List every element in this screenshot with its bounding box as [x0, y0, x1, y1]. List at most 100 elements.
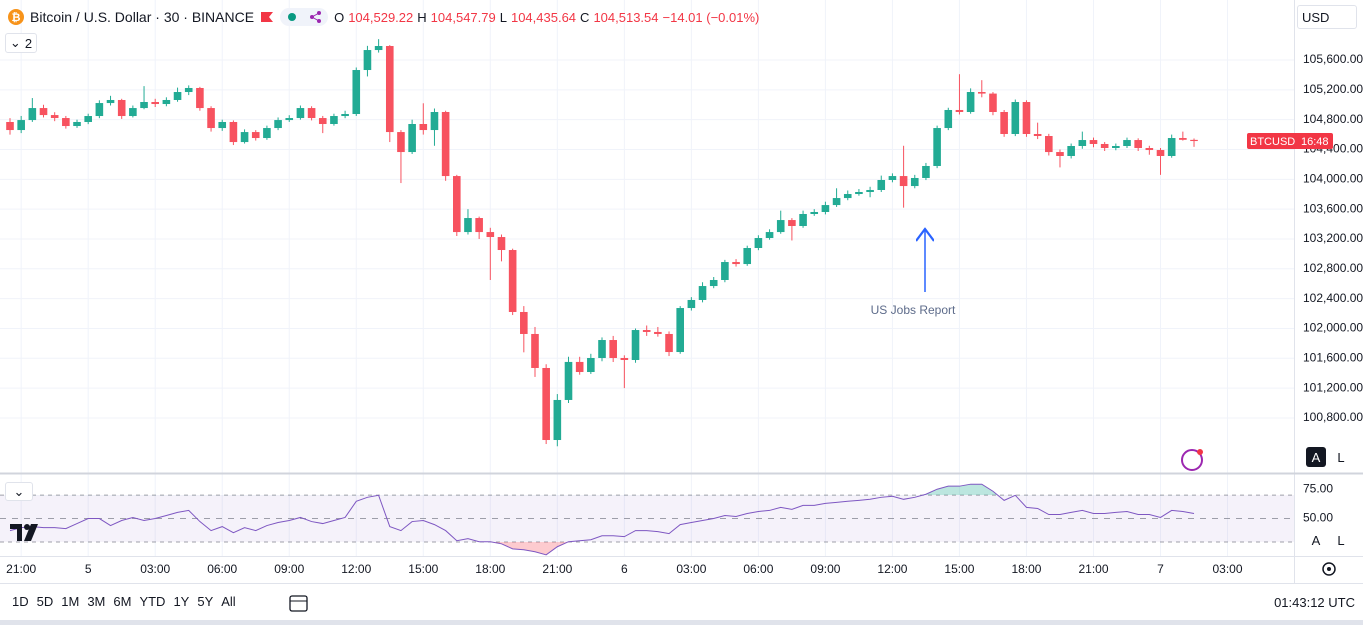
candle-body — [989, 93, 997, 112]
currency-button[interactable]: USD — [1297, 5, 1357, 29]
x-tick-label: 12:00 — [877, 562, 907, 576]
candle-body — [1112, 145, 1120, 149]
timeframe-button[interactable]: 5Y — [197, 594, 214, 609]
candle-body — [821, 205, 830, 212]
calendar-icon[interactable] — [289, 595, 308, 612]
candle-body — [1000, 111, 1008, 134]
candle-body — [95, 103, 104, 117]
ohlc-value: 104,547.79 — [430, 9, 496, 25]
symbol-title[interactable]: Bitcoin / U.S. Dollar · 30 · BINANCE — [30, 9, 255, 25]
candle-body — [341, 114, 349, 117]
candle-body — [1167, 138, 1176, 156]
log-scale-button[interactable]: L — [1337, 532, 1345, 548]
candle-body — [877, 180, 886, 190]
candle-body — [709, 279, 718, 287]
candle-body — [832, 198, 841, 206]
x-tick-label: 5 — [85, 562, 92, 576]
y-tick-label: 102,400.00 — [1303, 291, 1363, 305]
candle-body — [62, 118, 70, 127]
candle-body — [50, 115, 59, 119]
candle-body — [117, 99, 126, 117]
candle-body — [743, 248, 752, 265]
ohlc-label: C — [580, 9, 590, 25]
timeframe-button[interactable]: 1M — [61, 594, 80, 609]
candle-body — [508, 250, 517, 312]
candle-body — [1078, 140, 1087, 146]
x-tick-label: 15:00 — [944, 562, 974, 576]
change-value: −14.01 (−0.01%) — [662, 9, 760, 25]
candle-body — [698, 286, 707, 300]
x-tick-label: 09:00 — [810, 562, 840, 576]
y-tick-label: 103,200.00 — [1303, 231, 1363, 245]
candle-body — [1145, 148, 1154, 151]
timeframe-button[interactable]: 5D — [36, 594, 54, 609]
x-tick-label: 12:00 — [341, 562, 371, 576]
candle-body — [408, 124, 416, 153]
status-pill[interactable] — [280, 8, 329, 26]
x-tick-label: 21:00 — [542, 562, 572, 576]
settings-icon[interactable] — [1322, 562, 1336, 576]
candle-body — [788, 220, 796, 227]
ohlc-label: H — [417, 9, 427, 25]
candle-body — [486, 232, 495, 238]
candle-body — [631, 330, 640, 361]
annotation-text: US Jobs Report — [871, 303, 956, 317]
candle-body — [654, 331, 662, 334]
candle-body — [955, 109, 964, 112]
y-tick-label: 103,600.00 — [1303, 201, 1363, 215]
candle-body — [207, 108, 215, 129]
candle-body — [843, 194, 852, 199]
candle-body — [776, 220, 785, 233]
candle-body — [274, 120, 282, 129]
magic-icon[interactable] — [1181, 449, 1203, 471]
ohlc-value: 104,435.64 — [510, 9, 577, 25]
candle-body — [609, 340, 617, 358]
rsi-tick-label: 50.00 — [1303, 511, 1333, 525]
x-tick-label: 21:00 — [6, 562, 36, 576]
timeframe-button[interactable]: 6M — [113, 594, 132, 609]
timeframe-bar: 1D 5D 1M 3M 6M YTD 1Y 5Y All — [8, 592, 240, 611]
candle-layer — [6, 39, 1198, 447]
timeframe-button[interactable]: 3M — [87, 594, 106, 609]
candle-body — [397, 132, 405, 153]
x-tick-label: 03:00 — [140, 562, 170, 576]
candle-body — [140, 102, 148, 109]
candle-body — [966, 92, 975, 112]
share-icon — [309, 11, 321, 23]
auto-scale-button[interactable]: A — [1311, 532, 1321, 548]
candle-body — [564, 361, 573, 400]
candle-body — [374, 46, 383, 51]
x-tick-label: 7 — [1157, 562, 1164, 576]
candle-body — [453, 176, 461, 233]
timeframe-button[interactable]: All — [221, 594, 236, 609]
ohlc-values: O 104,529.22 H 104,547.79 L 104,435.64 C 104… — [334, 10, 759, 25]
timeframe-button[interactable]: YTD — [139, 594, 166, 609]
candle-body — [84, 116, 92, 122]
timeframe-button[interactable]: 1Y — [173, 594, 190, 609]
ohlc-value: 104,529.22 — [348, 9, 414, 25]
candle-body — [1022, 102, 1031, 134]
indicator-toggle[interactable]: ⌄ 2 — [5, 33, 37, 53]
candle-body — [721, 262, 729, 280]
candle-body — [1067, 145, 1075, 156]
candle-body — [285, 118, 294, 121]
rsi-collapse[interactable]: ⌄ — [5, 482, 33, 501]
y-tick-label: 105,200.00 — [1303, 82, 1363, 96]
candle-body — [1056, 152, 1064, 156]
candle-body — [151, 102, 160, 105]
auto-scale-button[interactable]: A — [1306, 447, 1326, 467]
log-scale-button[interactable]: L — [1337, 449, 1345, 465]
candle-body — [587, 357, 595, 373]
candle-body — [1190, 139, 1198, 142]
flag-icon[interactable] — [260, 11, 274, 23]
ohlc-value: 104,513.54 — [593, 9, 659, 25]
timeframe-button[interactable]: 1D — [12, 594, 29, 609]
price-tag — [1247, 133, 1333, 150]
candle-body — [553, 399, 562, 441]
candle-body — [866, 189, 874, 193]
y-tick-label: 101,600.00 — [1303, 350, 1363, 364]
candle-body — [218, 121, 227, 129]
rsi-band — [0, 495, 1294, 542]
